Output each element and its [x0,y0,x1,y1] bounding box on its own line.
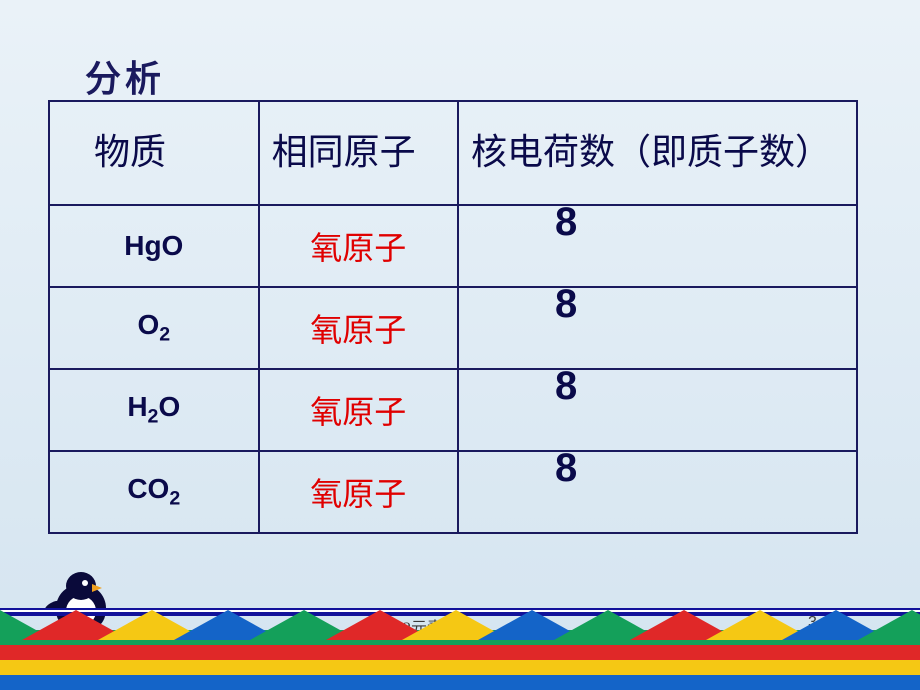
cell-formula: CO2 [49,451,259,533]
formula-text: CO2 [50,473,258,511]
header-label: 核电荷数（即质子数） [459,132,856,173]
cell-formula: H2O [49,369,259,451]
table-row: HgO 氧原子 8 [49,205,857,287]
cell-value: 8 [458,205,857,287]
table-row: O2 氧原子 8 [49,287,857,369]
value-text: 8 [555,446,577,491]
header-cell-atom: 相同原子 [259,101,458,205]
atom-text: 氧原子 [260,387,457,433]
formula-text: HgO [50,230,258,262]
formula-text: O2 [50,309,258,347]
table-row: H2O 氧原子 8 [49,369,857,451]
cell-formula: O2 [49,287,259,369]
analysis-table: 物质 相同原子 核电荷数（即质子数） HgO 氧原子 8 O2 氧原子 8 H2… [48,100,858,534]
slide-title: 分析 [85,50,165,102]
value-text: 8 [555,282,577,327]
formula-text: H2O [50,391,258,429]
header-cell-substance: 物质 [49,101,259,205]
cell-value: 8 [458,287,857,369]
atom-text: 氧原子 [260,223,457,269]
cell-value: 8 [458,451,857,533]
header-cell-proton: 核电荷数（即质子数） [458,101,857,205]
table-header-row: 物质 相同原子 核电荷数（即质子数） [49,101,857,205]
triangle-border [0,610,920,640]
cell-atom: 氧原子 [259,369,458,451]
cell-atom: 氧原子 [259,205,458,287]
value-text: 8 [555,364,577,409]
value-text: 8 [555,200,577,245]
header-label: 相同原子 [260,132,457,173]
cell-atom: 氧原子 [259,287,458,369]
header-label: 物质 [50,132,258,173]
cell-formula: HgO [49,205,259,287]
cell-value: 8 [458,369,857,451]
atom-text: 氧原子 [260,469,457,515]
cell-atom: 氧原子 [259,451,458,533]
table-row: CO2 氧原子 8 [49,451,857,533]
atom-text: 氧原子 [260,305,457,351]
